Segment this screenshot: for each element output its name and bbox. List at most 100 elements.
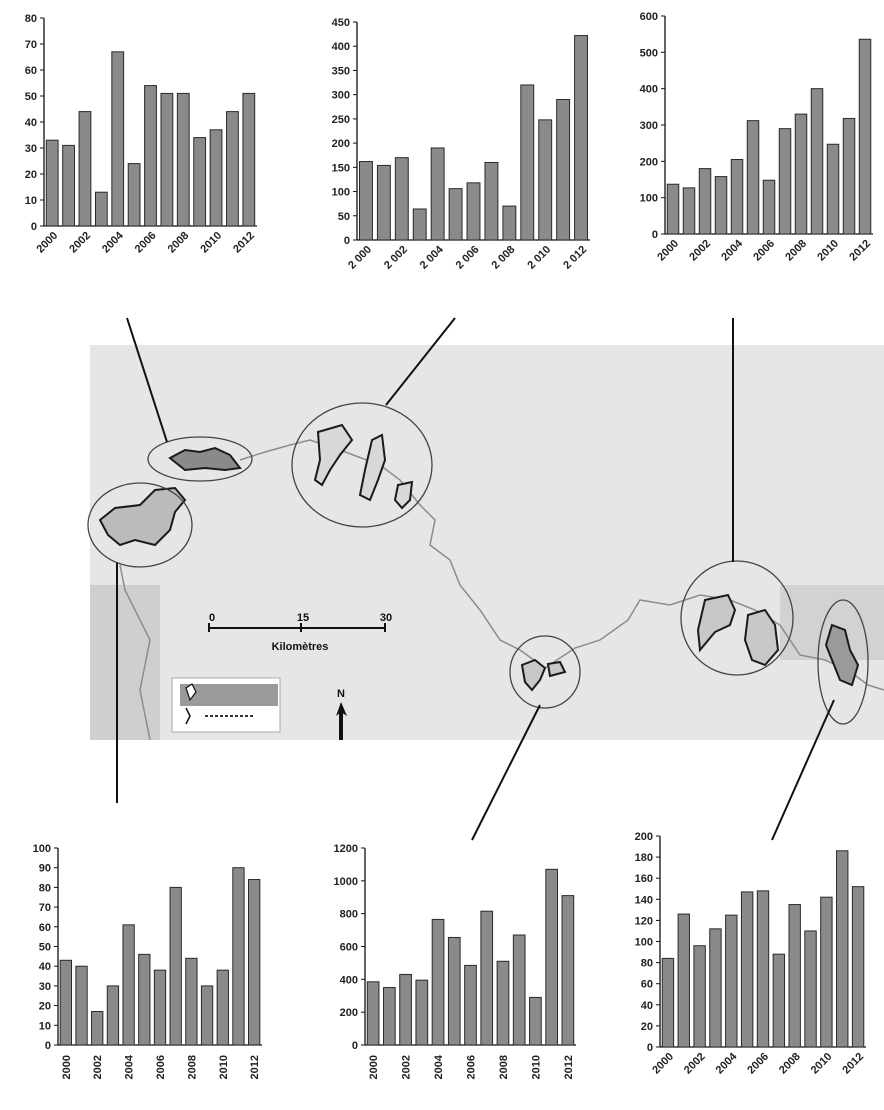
- bar-2011: [545, 868, 558, 1046]
- x-tick-label: 2006: [133, 230, 159, 256]
- bar-2005: [447, 936, 461, 1046]
- x-tick-label: 2012: [840, 1051, 866, 1077]
- bar-2011: [836, 850, 849, 1048]
- bar-2000: [666, 183, 680, 235]
- bar-2010: [209, 129, 223, 227]
- bar-2008: [185, 957, 198, 1046]
- bar-2006: [464, 964, 477, 1046]
- bar-2012: [574, 35, 588, 241]
- y-tick-label: 60: [641, 979, 653, 991]
- y-tick-label: 1200: [334, 843, 358, 855]
- y-tick-label: 100: [635, 937, 653, 949]
- x-tick-label: 2 010: [525, 244, 553, 272]
- y-tick-label: 140: [635, 894, 653, 906]
- bar-2008: [788, 904, 801, 1048]
- x-tick-label: 2002: [67, 230, 93, 256]
- x-tick-label: 2002: [92, 1055, 104, 1079]
- bar-2009: [810, 88, 824, 235]
- bar-2003: [106, 985, 120, 1046]
- bar-2003: [412, 208, 427, 241]
- y-tick-label: 80: [641, 958, 653, 970]
- y-tick-label: 20: [39, 1001, 51, 1013]
- bar-2011: [232, 867, 245, 1046]
- chart-bottom-center: 0 200 400 600 800 1000 1200 2000 2002 2004 2006 200…: [334, 843, 576, 1079]
- y-tick-label: 0: [652, 229, 658, 241]
- bar-2003: [709, 928, 722, 1048]
- y-tick-label: 250: [332, 114, 350, 126]
- y-tick-label: 100: [332, 187, 350, 199]
- y-tick-label: 90: [39, 863, 51, 875]
- x-tick-label: 2010: [198, 230, 224, 256]
- y-tick-label: 300: [640, 120, 658, 132]
- bar-2009: [804, 930, 817, 1048]
- leader-lines: [116, 317, 835, 841]
- bar-2001: [682, 187, 696, 235]
- y-tick-label: 200: [332, 138, 350, 150]
- x-tick-label: 2 012: [561, 244, 589, 272]
- x-tick-label: 2010: [530, 1055, 542, 1079]
- x-tick-label: 2000: [655, 238, 681, 264]
- x-tick-label: 2006: [155, 1055, 167, 1079]
- x-tick-label: 2 006: [454, 244, 482, 272]
- area-outline-center: [520, 658, 567, 692]
- scale-label-0: 0: [209, 612, 215, 624]
- circle-northwest: [147, 436, 253, 482]
- bar-2010: [820, 896, 833, 1048]
- y-tick-label: 350: [332, 65, 350, 77]
- bar-2012: [242, 92, 256, 227]
- y-tick-label: 80: [25, 13, 37, 25]
- map-panel: 0 15 30 Kilomètres N: [87, 317, 884, 841]
- y-tick-label: 400: [332, 41, 350, 53]
- x-tick-label: 2010: [809, 1051, 835, 1077]
- x-tick-label: 2012: [249, 1055, 261, 1079]
- bar-2006: [153, 969, 167, 1046]
- y-tick-label: 400: [640, 84, 658, 96]
- bar-2004: [730, 159, 744, 235]
- x-tick-label: 2010: [815, 238, 841, 264]
- bar-2010: [529, 996, 542, 1046]
- bar-2006: [756, 890, 770, 1048]
- y-tick-label: 100: [33, 843, 51, 855]
- chart-top-center: 0 50 100 150 200 250 300 350 400 450 2 000 2 002 2 0…: [332, 17, 590, 272]
- x-tick-label: 2004: [714, 1050, 740, 1076]
- y-tick-label: 200: [340, 1007, 358, 1019]
- y-tick-label: 60: [39, 922, 51, 934]
- x-tick-label: 2004: [433, 1054, 445, 1079]
- area-outline-east-a: [696, 593, 737, 653]
- x-tick-label: 2006: [745, 1051, 771, 1077]
- area-outline-north-b: [358, 433, 387, 502]
- bar-2004: [430, 147, 445, 241]
- bar-2007: [480, 910, 494, 1046]
- bar-2004: [111, 51, 125, 227]
- bar-2000: [661, 957, 675, 1048]
- bar-2001: [75, 965, 88, 1046]
- y-tick-label: 40: [25, 117, 37, 129]
- area-outline-northwest-small: [168, 446, 242, 472]
- bar-2009: [512, 934, 526, 1046]
- x-tick-label: 2012: [231, 230, 257, 256]
- y-tick-label: 30: [39, 981, 51, 993]
- x-tick-label: 2004: [124, 1054, 136, 1079]
- bar-2007: [160, 92, 174, 227]
- bar-2012: [851, 886, 865, 1048]
- y-tick-label: 400: [340, 974, 358, 986]
- bar-2009: [200, 985, 214, 1046]
- scale-unit-label: Kilomètres: [272, 641, 329, 653]
- bar-2002: [698, 168, 712, 235]
- y-tick-label: 60: [25, 65, 37, 77]
- scale-label-30: 30: [380, 612, 392, 624]
- x-tick-label: 2 008: [490, 244, 518, 272]
- bar-2003: [714, 176, 728, 235]
- y-tick-label: 10: [25, 195, 37, 207]
- x-tick-label: 2 004: [418, 243, 447, 272]
- scale-bar: 0 15 30 Kilomètres: [208, 612, 392, 653]
- bar-2008: [794, 113, 808, 235]
- y-tick-label: 180: [635, 852, 653, 864]
- north-label: N: [337, 688, 345, 700]
- y-tick-label: 500: [640, 47, 658, 59]
- bar-2004: [431, 918, 445, 1046]
- bar-2003: [94, 191, 108, 227]
- x-tick-label: 2006: [751, 238, 777, 264]
- map-background: [90, 345, 884, 740]
- map-legend: [171, 677, 281, 733]
